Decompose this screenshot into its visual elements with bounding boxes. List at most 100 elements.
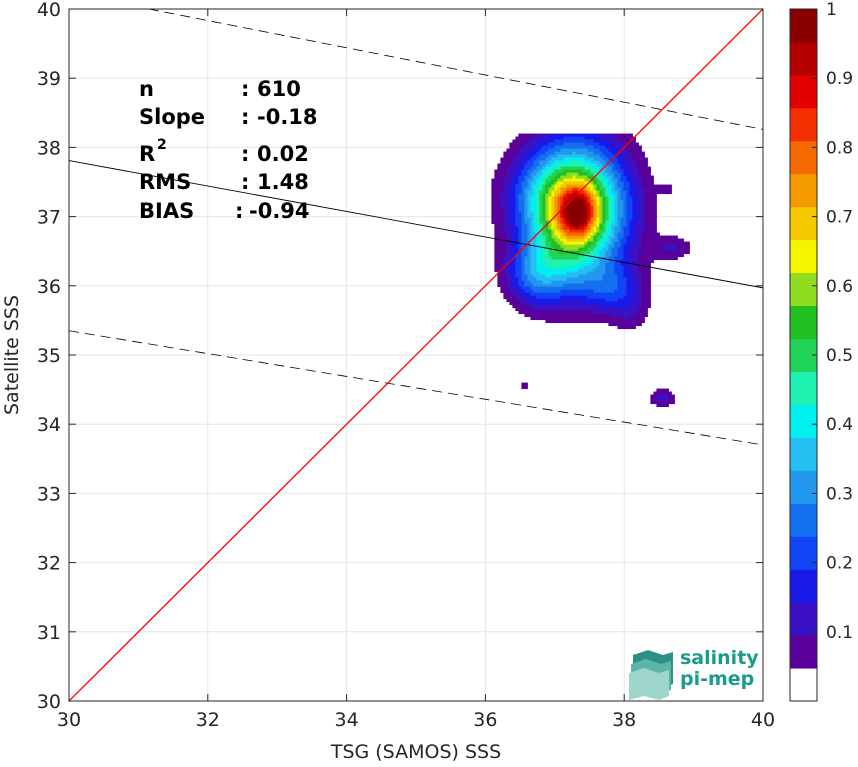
density-cell xyxy=(560,184,567,189)
colorbar-segment xyxy=(790,173,817,208)
stat-slope-sep: : xyxy=(241,105,249,129)
density-cell xyxy=(596,265,606,270)
density-cell xyxy=(611,199,615,204)
density-cell xyxy=(605,175,612,180)
density-cell xyxy=(596,187,600,192)
density-cell xyxy=(494,232,507,237)
density-cell xyxy=(605,208,609,213)
density-cell xyxy=(506,250,513,255)
density-cell xyxy=(548,223,552,228)
density-cell xyxy=(617,238,621,243)
density-cell xyxy=(518,244,522,249)
density-cell xyxy=(563,142,585,147)
density-cell xyxy=(617,298,633,303)
density-cell xyxy=(590,211,594,216)
density-cell xyxy=(542,280,552,285)
density-cell xyxy=(533,163,540,168)
colorbar-segment xyxy=(790,470,817,504)
density-cell xyxy=(560,238,567,243)
density-cell xyxy=(551,172,558,177)
density-cell xyxy=(593,247,597,252)
density-cell xyxy=(641,286,651,291)
density-cell xyxy=(515,256,522,261)
density-cell xyxy=(518,226,522,231)
density-cell xyxy=(638,307,648,312)
density-cell xyxy=(512,274,516,279)
density-cell xyxy=(512,238,519,243)
density-cell xyxy=(626,199,633,204)
density-cell xyxy=(632,277,642,282)
density-cell xyxy=(518,193,525,198)
density-cell xyxy=(563,232,567,237)
stat-bias-sep: : xyxy=(235,199,243,223)
density-cell xyxy=(608,178,612,183)
density-cell xyxy=(506,280,513,285)
density-cell xyxy=(530,238,537,243)
density-cell xyxy=(593,232,597,237)
density-cell xyxy=(548,169,555,174)
density-cell xyxy=(530,181,537,186)
density-cell xyxy=(566,184,585,189)
density-cell xyxy=(509,211,516,216)
density-cell xyxy=(626,148,642,153)
density-cell xyxy=(623,247,630,252)
density-cell xyxy=(536,181,540,186)
density-cell xyxy=(590,217,594,222)
density-cell xyxy=(506,298,519,303)
density-cell xyxy=(557,199,561,204)
y-tick-label: 36 xyxy=(37,276,61,298)
density-cell xyxy=(521,247,528,252)
density-cell xyxy=(602,211,606,216)
density-cell xyxy=(533,226,540,231)
density-cell xyxy=(632,154,645,159)
density-cell xyxy=(629,190,636,195)
density-cell xyxy=(632,202,639,207)
density-cell xyxy=(608,187,612,192)
density-cell xyxy=(533,160,540,165)
density-cell xyxy=(527,196,531,201)
regression-line xyxy=(69,160,763,289)
density-cell xyxy=(533,184,540,189)
density-cell xyxy=(545,202,549,207)
density-cell xyxy=(503,268,510,273)
density-cell xyxy=(503,256,510,261)
density-cell xyxy=(602,214,606,219)
density-cell xyxy=(605,235,609,240)
density-cell xyxy=(632,271,639,276)
density-cell xyxy=(620,154,633,159)
density-cell xyxy=(632,196,639,201)
density-cell xyxy=(635,229,645,234)
density-cell xyxy=(518,151,528,156)
density-cell xyxy=(641,247,663,252)
density-cell xyxy=(509,193,516,198)
density-cell xyxy=(509,289,519,294)
density-cell xyxy=(638,259,654,264)
density-cell xyxy=(500,289,510,294)
density-cell xyxy=(614,187,621,192)
density-cell xyxy=(536,205,540,210)
density-cell xyxy=(587,148,600,153)
density-cell xyxy=(623,211,627,216)
density-cell xyxy=(599,172,603,177)
density-cell xyxy=(545,214,549,219)
density-cell xyxy=(500,286,510,291)
y-axis-label: Satellite SSS xyxy=(1,295,23,415)
density-cell xyxy=(620,238,627,243)
density-cell xyxy=(569,220,585,225)
density-cell xyxy=(608,322,642,327)
density-cell xyxy=(557,220,561,225)
density-cell xyxy=(551,208,555,213)
density-cell xyxy=(638,262,651,267)
density-cell xyxy=(632,214,639,219)
density-cell xyxy=(590,262,600,267)
density-cell xyxy=(584,193,588,198)
density-cell xyxy=(629,226,636,231)
density-cell xyxy=(611,208,615,213)
density-cell xyxy=(491,205,501,210)
y-tick-label: 40 xyxy=(37,0,61,21)
density-cell xyxy=(566,220,570,225)
density-cell xyxy=(554,208,558,213)
density-cell xyxy=(560,217,564,222)
density-cell xyxy=(623,271,633,276)
density-cell xyxy=(557,208,561,213)
